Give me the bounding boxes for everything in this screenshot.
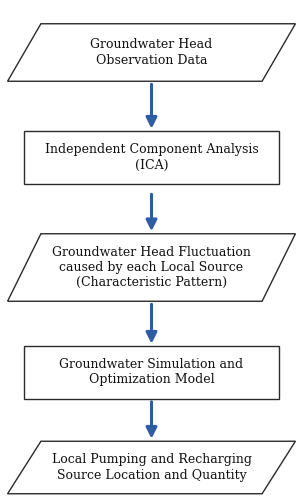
Bar (24, 346, 279, 399)
Text: Local Pumping and Recharging
Source Location and Quantity: Local Pumping and Recharging Source Loca… (52, 454, 251, 481)
Text: Groundwater Simulation and
Optimization Model: Groundwater Simulation and Optimization … (59, 358, 244, 386)
Text: Groundwater Head
Observation Data: Groundwater Head Observation Data (90, 38, 213, 66)
Polygon shape (8, 234, 295, 301)
Bar (24, 131, 279, 184)
Text: Groundwater Head Fluctuation
caused by each Local Source
(Characteristic Pattern: Groundwater Head Fluctuation caused by e… (52, 246, 251, 289)
Polygon shape (8, 441, 295, 494)
Text: Independent Component Analysis
(ICA): Independent Component Analysis (ICA) (45, 144, 258, 172)
Polygon shape (8, 24, 295, 81)
